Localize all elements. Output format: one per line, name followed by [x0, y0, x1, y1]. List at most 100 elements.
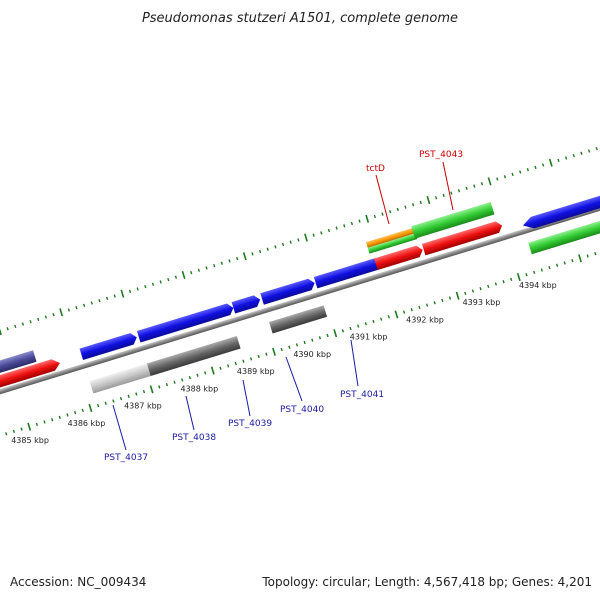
kbp-label: 4391 kbp — [350, 333, 388, 342]
lower-track-tick — [571, 259, 574, 263]
kbp-label: 4392 kbp — [406, 315, 444, 324]
lower-track-tick — [173, 380, 176, 384]
lower-track-tick — [510, 277, 513, 281]
kbp-scale: 4385 kbp 4386 kbp 4387 kbp 4388 kbp 4389 kbp… — [11, 281, 557, 445]
upper-track-tick — [534, 165, 537, 169]
upper-track-tick — [6, 327, 9, 331]
upper-track-tick — [297, 238, 300, 242]
gene-blue-pst4039[interactable] — [231, 294, 262, 314]
lower-track-tick — [5, 432, 8, 436]
gene-red-tctd[interactable] — [374, 244, 424, 270]
upper-track-tick — [251, 252, 254, 256]
lower-track-tick — [548, 266, 551, 270]
gene-blue-pst4037[interactable] — [79, 332, 139, 361]
leader-pst4041 — [350, 339, 359, 387]
lower-track-tick — [12, 429, 16, 434]
lower-track-tick — [227, 364, 230, 368]
upper-track-tick — [105, 296, 109, 300]
lower-track-tick — [455, 291, 460, 300]
feature-gray-pst4040[interactable] — [269, 305, 328, 334]
upper-track-tick — [358, 219, 361, 223]
upper-track-tick — [281, 242, 285, 247]
feature-green-upper[interactable] — [367, 233, 418, 254]
upper-track-tick — [480, 182, 484, 186]
upper-track-tick — [434, 196, 438, 200]
lower-track-tick — [326, 333, 329, 338]
leader-tctd — [375, 174, 390, 225]
lower-track-tick — [586, 254, 589, 258]
upper-track-tick — [167, 277, 170, 282]
upper-track-tick — [312, 233, 315, 237]
gene-blue-right[interactable] — [521, 192, 600, 231]
lower-track-tick — [27, 422, 32, 431]
upper-track-tick — [572, 154, 575, 158]
feature-lightgray-pst4037[interactable] — [89, 363, 151, 394]
lower-track-tick — [464, 291, 467, 296]
lower-track-tick — [433, 301, 436, 305]
upper-track-tick — [44, 315, 47, 319]
upper-track-tick — [419, 200, 422, 205]
genome-track: 4385 kbp 4386 kbp 4387 kbp 4388 kbp 4389 kbp… — [0, 146, 600, 445]
lower-track-tick — [540, 268, 543, 272]
lower-track-tick — [487, 284, 490, 289]
upper-track-tick — [511, 172, 514, 177]
lower-track-tick — [357, 324, 360, 328]
lower-track-tick — [341, 329, 344, 333]
upper-track-tick — [396, 207, 399, 212]
kbp-label: 4393 kbp — [463, 298, 501, 307]
upper-track-tick — [174, 275, 178, 279]
upper-track-tick — [595, 146, 598, 151]
upper-track-tick — [487, 177, 492, 186]
label-pst4040[interactable]: PST_4040 — [280, 405, 324, 415]
leader-pst4043 — [442, 161, 454, 211]
lower-track-tick — [303, 340, 306, 345]
upper-track-tick — [98, 299, 101, 303]
upper-track-tick — [373, 214, 376, 219]
label-pst4043[interactable]: PST_4043 — [419, 150, 463, 160]
gene-blue-pst4041[interactable] — [313, 256, 384, 289]
lower-track-tick — [380, 317, 383, 321]
feature-green-pst4043[interactable] — [411, 201, 495, 239]
upper-track-tick — [411, 203, 415, 207]
gene-blue-pst4040[interactable] — [260, 277, 316, 305]
gene-red-forward[interactable] — [0, 357, 62, 400]
lower-track-tick — [234, 361, 237, 366]
lower-track-tick — [204, 371, 207, 375]
lower-track-tick — [525, 273, 528, 277]
lower-track-tick — [425, 303, 429, 307]
upper-track-tick — [151, 282, 155, 286]
kbp-label: 4394 kbp — [519, 281, 557, 290]
upper-track-tick — [327, 228, 331, 233]
lower-track-tick — [149, 385, 154, 394]
upper-track-tick — [29, 320, 32, 324]
feature-gray-pst4038[interactable] — [146, 336, 241, 376]
gene-purple-forward[interactable] — [0, 350, 37, 387]
lower-track-tick — [372, 319, 375, 324]
label-pst4041[interactable]: PST_4041 — [340, 390, 384, 400]
gene-red-pst4043[interactable] — [421, 220, 504, 256]
lower-track-tick — [295, 343, 299, 347]
upper-track-tick — [519, 170, 522, 174]
label-pst4039[interactable]: PST_4039 — [228, 419, 272, 429]
kbp-label: 4387 kbp — [124, 402, 162, 411]
lower-track-tick — [219, 366, 222, 370]
feature-orange-tctd[interactable] — [365, 227, 416, 248]
upper-track-tick — [258, 249, 262, 254]
leader-pst4040 — [285, 356, 303, 402]
upper-track-tick — [37, 317, 40, 322]
map-title: Pseudomonas stutzeri A1501, complete gen… — [142, 11, 458, 26]
label-pst4037[interactable]: PST_4037 — [104, 453, 148, 463]
gene-blue-pst4038[interactable] — [136, 302, 235, 343]
feature-green-right[interactable] — [528, 214, 600, 255]
lower-track-tick — [20, 427, 23, 431]
label-pst4038[interactable]: PST_4038 — [172, 433, 216, 443]
upper-track-tick — [465, 186, 468, 191]
kbp-label: 4390 kbp — [293, 350, 331, 359]
label-tctd[interactable]: tctD — [366, 164, 385, 174]
lower-track-tick — [242, 359, 245, 363]
upper-track-tick — [557, 158, 560, 162]
lower-track-tick — [35, 422, 38, 427]
upper-track-tick — [503, 175, 507, 179]
upper-track-tick — [236, 256, 239, 261]
